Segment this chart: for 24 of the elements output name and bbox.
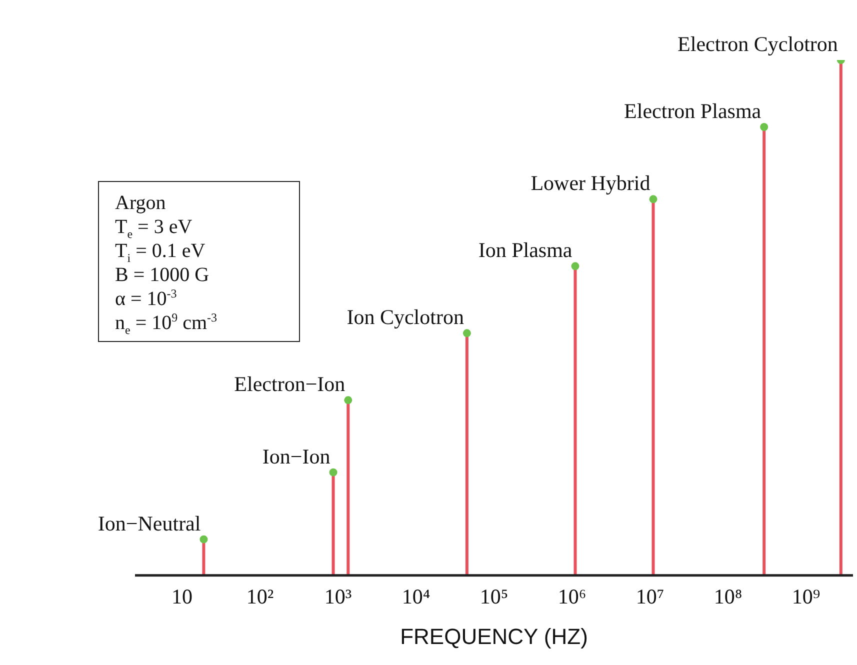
annotation: Lower Hybrid xyxy=(530,171,651,196)
annotation: n$_{e}$ = 10$^{9}$ cm$^{-3}$ xyxy=(115,310,218,337)
x-tick-label: 10⁴ xyxy=(402,584,430,609)
annotation: B = 1000 G xyxy=(115,263,210,287)
x-tick-label: 10⁸ xyxy=(714,584,742,609)
x-tick-label: 10⁹ xyxy=(792,584,820,609)
annotation: Electron Plasma xyxy=(624,99,762,123)
annotation: α = 10$^{-3}$ xyxy=(115,286,178,311)
annotation: Ion Cyclotron xyxy=(346,305,464,330)
annotation: Ion−Neutral xyxy=(98,511,201,536)
annotation: Electron Cyclotron xyxy=(678,32,838,56)
annotation: Ion Plasma xyxy=(478,238,573,262)
annotation: Ion−Ion xyxy=(262,444,331,468)
x-tick-label: 10² xyxy=(246,584,274,609)
x-tick-label: 10 xyxy=(171,584,192,609)
annotation: T$_{i}$ = 0.1 eV xyxy=(115,239,206,265)
x-tick-label: 10³ xyxy=(324,584,352,609)
x-axis-title: FREQUENCY (HZ) xyxy=(400,624,588,649)
annotation: Electron−Ion xyxy=(234,372,346,396)
annotation: Argon xyxy=(115,191,167,215)
annotation: T$_{e}$ = 3 eV xyxy=(115,215,194,241)
x-tick-label: 10⁶ xyxy=(558,584,586,609)
x-tick-label: 10⁵ xyxy=(480,584,508,609)
x-tick-label: 10⁷ xyxy=(636,584,664,609)
